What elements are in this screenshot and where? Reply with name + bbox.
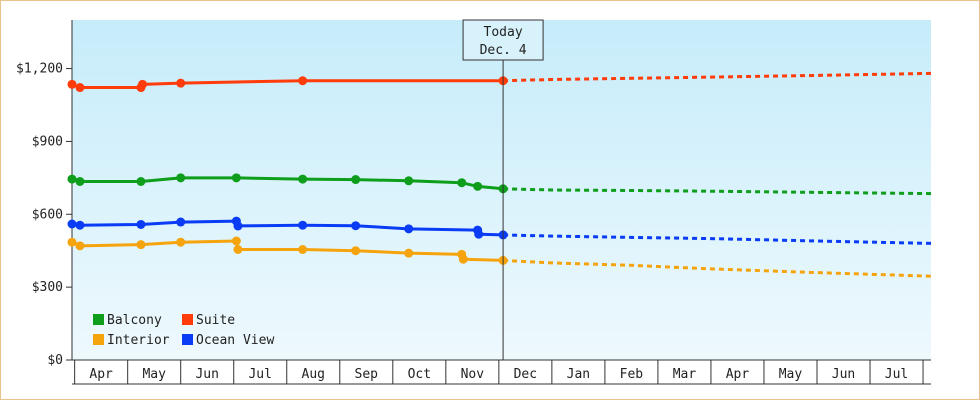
series-interior [67, 236, 932, 278]
data-point-balcony [351, 175, 361, 185]
today-box [462, 19, 544, 61]
data-point-balcony [473, 181, 483, 191]
series-balcony [67, 173, 932, 196]
today-label: Today [484, 25, 523, 40]
y-tick-label: $900 [32, 134, 63, 149]
legend-label-suite: Suite [196, 313, 235, 328]
data-point-ocean-view [298, 220, 308, 230]
legend: Balcony Suite Interior Ocean View [93, 313, 274, 348]
x-tick-label: Jan [567, 367, 590, 382]
x-tick-label: Aug [302, 367, 325, 382]
data-point-suite [298, 76, 308, 86]
legend-label-ocean-view: Ocean View [196, 333, 274, 348]
x-tick-label: Feb [620, 367, 644, 382]
y-tick-label: $0 [47, 353, 63, 368]
legend-label-balcony: Balcony [107, 313, 162, 328]
data-point-ocean-view [351, 221, 361, 231]
x-tick-label: Jun [832, 367, 855, 382]
data-point-balcony [404, 176, 414, 186]
series-suite [67, 71, 932, 93]
legend-swatch-suite [182, 314, 193, 325]
data-point-balcony [298, 174, 308, 184]
y-tick-label: $300 [32, 280, 63, 295]
x-tick-label: May [142, 367, 166, 382]
data-point-balcony [231, 173, 241, 183]
data-point-interior [458, 254, 468, 264]
data-point-ocean-view [404, 224, 414, 234]
data-point-interior [136, 240, 146, 250]
data-point-ocean-view [176, 217, 186, 227]
forecast-line-interior [503, 258, 932, 278]
data-point-suite [75, 83, 85, 93]
data-point-balcony [75, 177, 85, 186]
x-tick-label: Jul [885, 367, 908, 382]
x-tick-label: May [779, 367, 803, 382]
today-date: Dec. 4 [480, 43, 527, 58]
legend-swatch-balcony [93, 314, 104, 325]
x-tick-label: Dec [514, 367, 537, 382]
data-point-suite [138, 79, 148, 89]
data-point-suite [67, 79, 77, 89]
data-point-interior [231, 236, 241, 246]
legend-label-interior: Interior [107, 333, 170, 348]
data-point-interior [233, 245, 243, 254]
data-point-interior [67, 237, 77, 247]
forecast-line-ocean-view [503, 233, 932, 245]
legend-swatch-interior [93, 334, 104, 345]
x-tick-label: Jul [248, 367, 271, 382]
x-tick-label: Nov [461, 367, 485, 382]
x-tick-label: Oct [408, 367, 431, 382]
x-tick-label: Sep [355, 367, 379, 382]
data-point-balcony [457, 178, 467, 188]
x-tick-label: Apr [726, 367, 750, 382]
series-layer [67, 71, 932, 278]
x-tick-label: Apr [89, 367, 113, 382]
data-point-interior [176, 237, 186, 247]
data-point-ocean-view [474, 229, 484, 239]
data-point-balcony [176, 173, 186, 183]
x-tick-label: Mar [673, 367, 697, 382]
x-axis: Apr May Jun Jul Aug Sep Oct Nov Dec Jan Feb Mar Apr M… [72, 359, 931, 385]
data-point-ocean-view [75, 220, 85, 230]
data-point-interior [351, 246, 361, 256]
forecast-line-suite [503, 71, 932, 83]
series-ocean-view [67, 216, 932, 245]
y-axis: $0 $300 $600 $900 $1,200 [16, 20, 73, 368]
today-marker: Today Dec. 4 [462, 19, 544, 360]
forecast-line-balcony [503, 187, 932, 196]
legend-swatch-ocean-view [182, 334, 193, 345]
data-point-interior [75, 241, 85, 251]
x-tick-label: Jun [195, 367, 218, 382]
y-tick-label: $600 [32, 207, 63, 222]
data-point-interior [298, 245, 308, 254]
data-point-suite [176, 78, 186, 88]
data-point-ocean-view [233, 221, 243, 231]
data-point-ocean-view [136, 219, 146, 229]
data-point-balcony [67, 174, 77, 184]
data-point-balcony [136, 177, 146, 186]
data-point-interior [404, 248, 414, 258]
y-tick-label: $1,200 [16, 62, 63, 77]
data-point-ocean-view [67, 219, 77, 229]
